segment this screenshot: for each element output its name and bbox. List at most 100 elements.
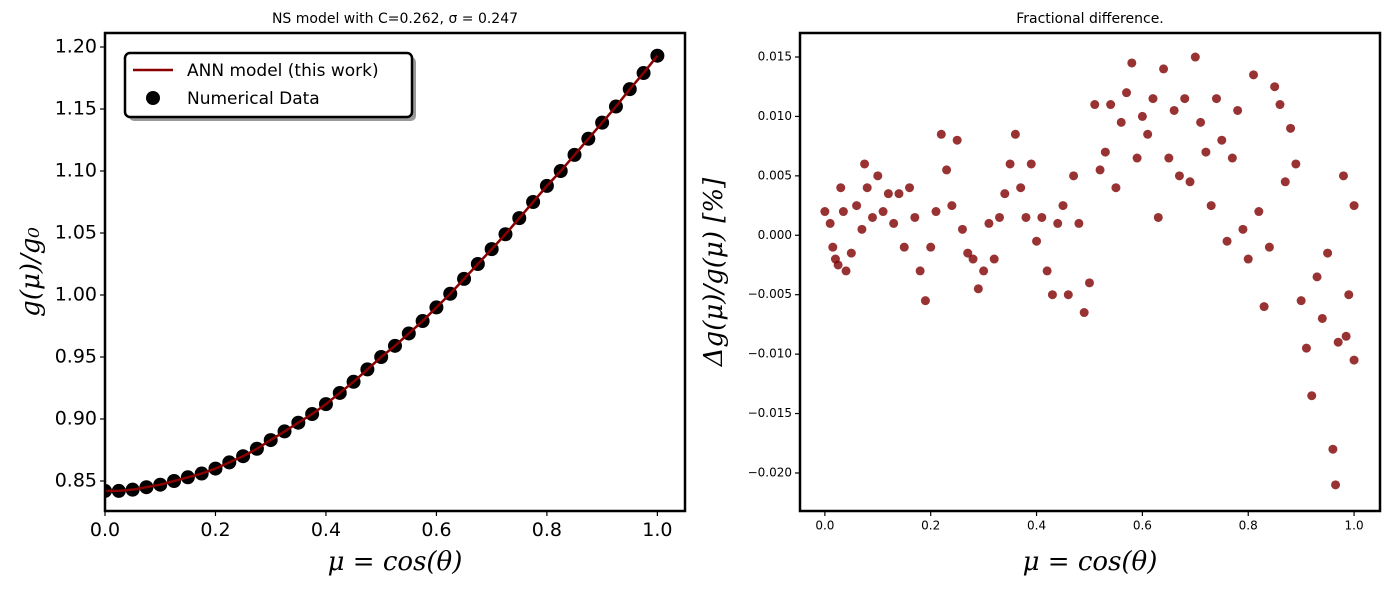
y-tick-label: −0.010	[748, 347, 792, 361]
data-point	[973, 284, 983, 294]
y-tick-label: 1.05	[55, 222, 97, 244]
x-tick-label: 1.0	[642, 519, 672, 541]
data-point	[1159, 64, 1169, 74]
data-point	[1090, 100, 1100, 110]
data-point	[979, 266, 989, 276]
data-point	[836, 183, 846, 193]
data-point	[1264, 242, 1274, 252]
y-tick-label: 1.15	[55, 98, 97, 120]
y-tick-label: 0.85	[55, 469, 97, 491]
y-tick-label: 0.90	[55, 407, 97, 429]
plot-area	[820, 52, 1359, 490]
data-point	[947, 201, 957, 211]
data-point	[1079, 308, 1089, 318]
data-point	[1026, 159, 1036, 169]
data-point	[1005, 159, 1015, 169]
data-point	[952, 135, 962, 145]
data-point	[1143, 129, 1153, 139]
data-point	[905, 183, 915, 193]
axes-frame	[798, 31, 1382, 513]
data-point	[1132, 153, 1142, 163]
data-point	[833, 260, 843, 270]
data-point	[1084, 278, 1094, 288]
data-point	[1100, 147, 1110, 157]
data-point	[1233, 105, 1243, 115]
data-point	[920, 296, 930, 306]
data-point	[1307, 391, 1317, 401]
x-tick-label: 0.4	[1027, 519, 1046, 533]
data-point	[1331, 480, 1341, 490]
data-point	[1069, 171, 1079, 181]
data-point	[1032, 236, 1042, 246]
x-tick-label: 0.6	[1133, 519, 1152, 533]
data-point	[1021, 212, 1031, 222]
data-point	[841, 266, 851, 276]
data-point	[894, 189, 904, 199]
y-tick-label: 0.010	[758, 109, 792, 123]
y-tick-label: 1.00	[55, 284, 97, 306]
data-point	[878, 207, 888, 217]
data-point	[1111, 183, 1121, 193]
data-point	[1296, 296, 1306, 306]
y-tick-label: −0.020	[748, 465, 792, 479]
model-line	[105, 54, 659, 493]
data-point	[1074, 218, 1084, 228]
y-tick-label: 0.95	[55, 345, 97, 367]
data-point	[899, 242, 909, 252]
data-point	[915, 266, 925, 276]
data-point	[942, 165, 952, 175]
data-point	[1180, 94, 1190, 104]
x-tick-label: 0.4	[311, 519, 341, 541]
data-point	[1000, 189, 1010, 199]
data-point	[1238, 224, 1248, 234]
data-point	[1254, 207, 1264, 217]
x-tick-label: 0.0	[90, 519, 120, 541]
data-point	[1328, 444, 1338, 454]
data-point	[873, 171, 883, 181]
data-point	[1196, 117, 1206, 127]
x-tick-label: 0.8	[1239, 519, 1258, 533]
data-point	[1164, 153, 1174, 163]
data-point	[883, 189, 893, 199]
data-point	[1243, 254, 1253, 264]
data-point	[963, 248, 973, 258]
data-point	[1323, 248, 1333, 258]
data-point	[1349, 355, 1359, 365]
data-point	[957, 224, 967, 234]
data-point	[910, 212, 920, 222]
x-axis-label: μ = cos(θ)	[1023, 547, 1158, 577]
legend	[123, 51, 414, 119]
data-point	[1333, 337, 1343, 347]
data-point	[828, 242, 838, 252]
data-point	[968, 254, 978, 264]
data-point	[1042, 266, 1052, 276]
x-tick-label: 0.0	[815, 519, 834, 533]
data-point	[1259, 302, 1269, 312]
plot-area	[105, 48, 665, 498]
data-point	[1127, 58, 1137, 68]
data-point	[1185, 177, 1195, 187]
data-point	[825, 218, 835, 228]
data-point	[860, 159, 870, 169]
data-point	[1037, 212, 1047, 222]
data-point	[852, 201, 862, 211]
data-point	[926, 242, 936, 252]
x-tick-label: 1.0	[1345, 519, 1364, 533]
data-point	[1016, 183, 1026, 193]
data-point	[862, 183, 872, 193]
y-tick-label: −0.005	[748, 287, 792, 301]
data-point	[1317, 313, 1327, 323]
y-tick-label: 1.10	[55, 160, 97, 182]
data-point	[1095, 165, 1105, 175]
legend-marker	[146, 91, 160, 105]
data-point	[1106, 100, 1116, 110]
data-point	[1286, 123, 1296, 133]
data-point	[1249, 70, 1259, 80]
data-point	[1063, 290, 1073, 300]
y-tick-label: 1.20	[55, 36, 97, 58]
legend-label: ANN model (this work)	[187, 61, 379, 81]
data-point	[1349, 201, 1359, 211]
x-tick-label: 0.2	[200, 519, 230, 541]
data-point	[1217, 135, 1227, 145]
